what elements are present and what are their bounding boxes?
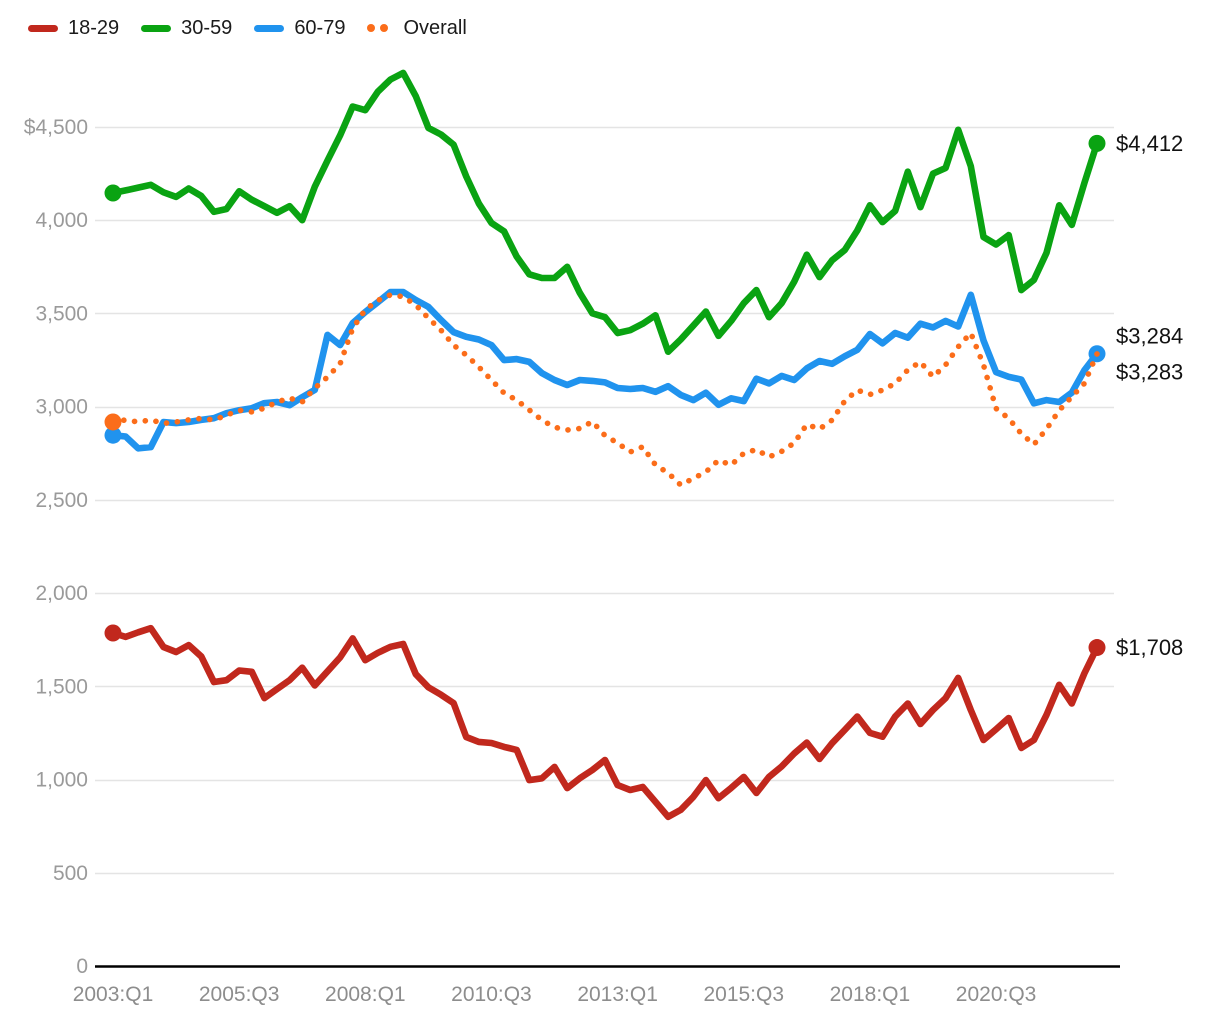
y-tick-label-500: 500 (53, 862, 88, 885)
x-tick-label-2008-Q1: 2008:Q1 (325, 983, 406, 1006)
legend-item-overall[interactable]: Overall (367, 17, 467, 39)
x-tick-label-2003-Q1: 2003:Q1 (73, 983, 154, 1006)
series-line-30-59 (109, 69, 1101, 355)
legend-label: 60-79 (294, 17, 346, 39)
series-end-label-30-59: $4,412 (1116, 131, 1183, 156)
y-tick-label-1000: 1,000 (35, 769, 88, 792)
x-tick-label-2013-Q1: 2013:Q1 (577, 983, 658, 1006)
series-start-dot-overall (104, 413, 122, 431)
x-tick-label-2005-Q3: 2005:Q3 (199, 983, 280, 1006)
x-tick-label-2020-Q3: 2020:Q3 (956, 983, 1037, 1006)
legend-label: 18-29 (68, 17, 120, 39)
legend-dotted-swatch-icon (367, 24, 393, 32)
legend-item-18-29[interactable]: 18-29 (28, 18, 119, 38)
y-tick-label-2500: 2,500 (35, 489, 88, 512)
series-end-dot-18-29 (1088, 639, 1106, 657)
series-end-labels: $4,412 $3,284 $3,283 $1,708 (1116, 131, 1183, 660)
y-tick-label-4000: 4,000 (35, 209, 88, 232)
series-end-dot-30-59 (1088, 134, 1106, 152)
y-tick-label-2000: 2,000 (35, 582, 88, 605)
legend-line-swatch-icon (28, 24, 58, 32)
x-axis-tick-labels: 2003:Q1 2005:Q3 2008:Q1 2010:Q3 2013:Q1 2015:… (73, 983, 1037, 1006)
y-axis-tick-labels: 0 500 1,000 1,500 2,000 2,500 3,000 3,500 4,000 $… (24, 116, 88, 978)
y-tick-label-3500: 3,500 (35, 302, 88, 325)
legend-line-swatch-icon (141, 24, 172, 32)
x-tick-label-2015-Q3: 2015:Q3 (703, 983, 784, 1006)
series-start-dot-18-29 (104, 624, 122, 642)
series-end-label-18-29: $1,708 (1116, 635, 1183, 660)
y-tick-label-4500: $4,500 (24, 116, 88, 139)
legend-line-swatch-icon (254, 24, 285, 32)
series-end-label-overall: $3,283 (1116, 359, 1183, 384)
series-end-label-60-79: $3,284 (1116, 323, 1183, 348)
x-tick-label-2010-Q3: 2010:Q3 (451, 983, 532, 1006)
legend-label: Overall (403, 17, 467, 39)
y-tick-label-0: 0 (76, 955, 88, 978)
chart-legend: 18-29 30-59 60-79 Overall (28, 18, 489, 38)
y-gridlines (95, 126, 1114, 875)
legend-item-30-59[interactable]: 30-59 (141, 18, 232, 38)
series-line-overall (110, 292, 1100, 488)
series-line-60-79 (109, 288, 1101, 452)
series-line-18-29 (109, 624, 1101, 821)
series-start-dot-30-59 (104, 184, 122, 202)
x-tick-label-2018-Q1: 2018:Q1 (830, 983, 911, 1006)
y-tick-label-1500: 1,500 (35, 675, 88, 698)
series-start-dot-60-79 (104, 426, 122, 444)
legend-item-60-79[interactable]: 60-79 (254, 18, 345, 38)
legend-label: 30-59 (181, 17, 233, 39)
y-tick-label-3000: 3,000 (35, 396, 88, 419)
